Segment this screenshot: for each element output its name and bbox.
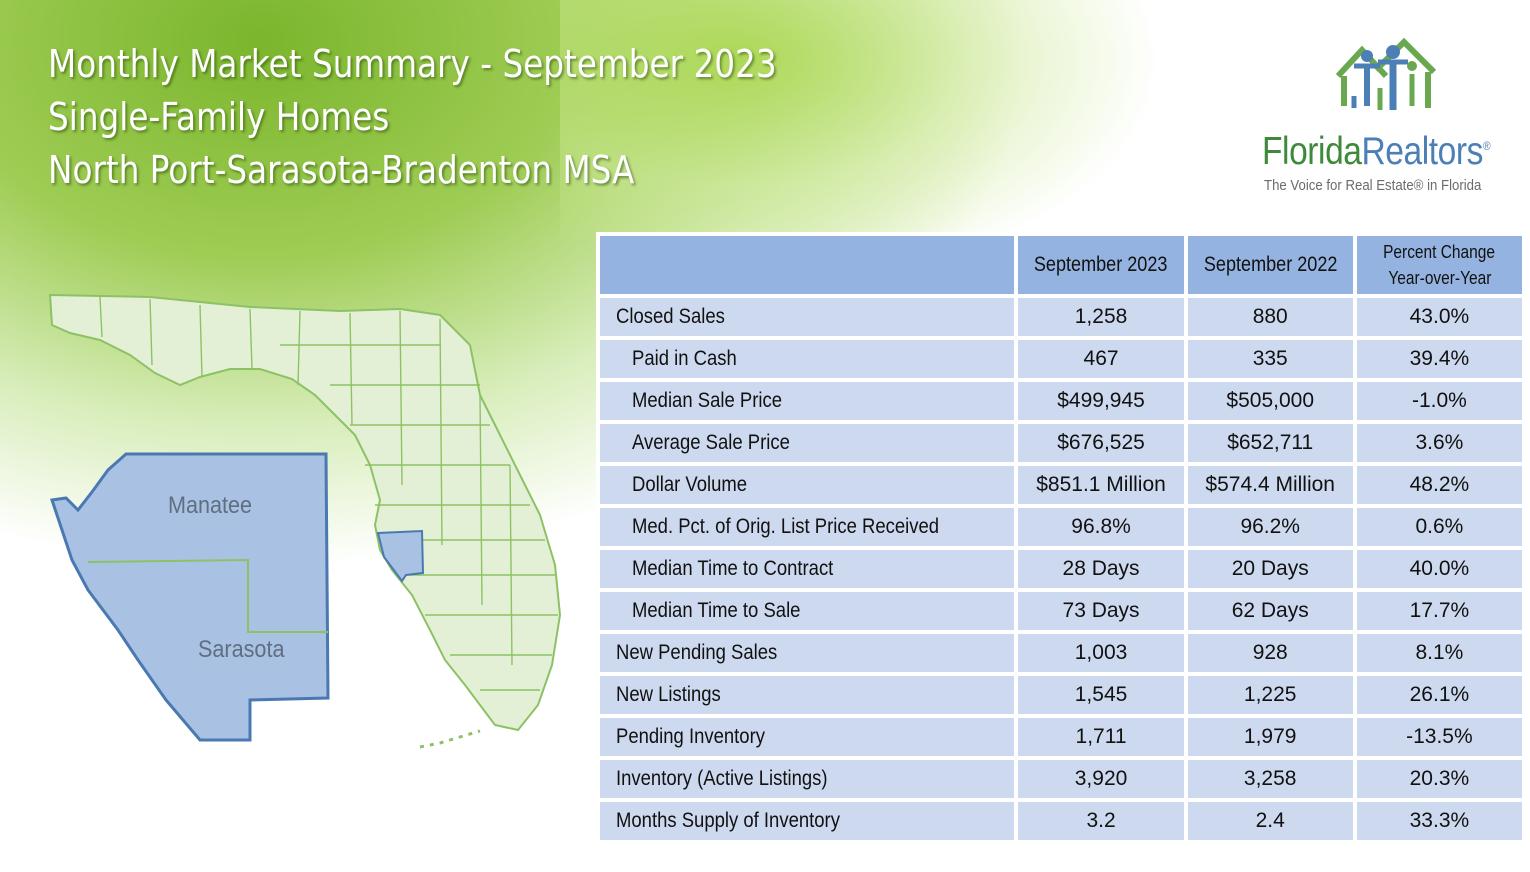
cell-sep-2023: $499,945 xyxy=(1018,382,1184,420)
column-header-sep-2023: September 2023 xyxy=(1018,236,1184,294)
florida-map xyxy=(40,285,580,770)
table-row: Average Sale Price $676,525 $652,711 3.6% xyxy=(600,424,1522,462)
table-row: Pending Inventory 1,711 1,979 -13.5% xyxy=(600,718,1522,756)
table-row: New Pending Sales 1,003 928 8.1% xyxy=(600,634,1522,672)
column-header-percent-change: Percent Change Year-over-Year xyxy=(1356,236,1522,294)
cell-sep-2023: 467 xyxy=(1018,340,1184,378)
msa-inset-map: Manatee Sarasota xyxy=(48,450,338,755)
cell-percent-change: 3.6% xyxy=(1356,424,1522,462)
table-row: Median Time to Contract 28 Days 20 Days 40.… xyxy=(600,550,1522,588)
cell-sep-2023: 96.8% xyxy=(1018,508,1184,546)
cell-sep-2022: 2.4 xyxy=(1187,802,1353,840)
florida-state-outline xyxy=(48,293,562,749)
cell-sep-2023: $676,525 xyxy=(1018,424,1184,462)
florida-realtors-logo: FloridaRealtors® The Voice for Real Esta… xyxy=(1258,36,1524,206)
table-row: Med. Pct. of Orig. List Price Received 96… xyxy=(600,508,1522,546)
page-title: Monthly Market Summary - September 2023 xyxy=(48,42,777,86)
cell-sep-2023: 1,545 xyxy=(1018,676,1184,714)
cell-sep-2023: 1,711 xyxy=(1018,718,1184,756)
county-label-sarasota: Sarasota xyxy=(198,636,285,663)
row-label: New Pending Sales xyxy=(600,634,1015,672)
cell-sep-2023: 28 Days xyxy=(1018,550,1184,588)
cell-sep-2022: $505,000 xyxy=(1187,382,1353,420)
cell-sep-2022: 3,258 xyxy=(1187,760,1353,798)
logo-name-part1: Florida xyxy=(1262,130,1362,173)
cell-sep-2022: 880 xyxy=(1187,298,1353,336)
cell-percent-change: 20.3% xyxy=(1356,760,1522,798)
cell-sep-2023: 3.2 xyxy=(1018,802,1184,840)
region-subtitle: North Port-Sarasota-Bradenton MSA xyxy=(48,148,635,192)
logo-tagline: The Voice for Real Estate® in Florida xyxy=(1264,177,1482,194)
cell-sep-2022: 335 xyxy=(1187,340,1353,378)
cell-sep-2022: 1,979 xyxy=(1187,718,1353,756)
table-row: Inventory (Active Listings) 3,920 3,258 20.… xyxy=(600,760,1522,798)
row-label: Median Time to Sale xyxy=(600,592,1015,630)
table-header-row: September 2023 September 2022 Percent Ch… xyxy=(600,236,1522,294)
logo-wordmark: FloridaRealtors® xyxy=(1262,130,1491,174)
cell-sep-2023: 1,003 xyxy=(1018,634,1184,672)
table-row: Paid in Cash 467 335 39.4% xyxy=(600,340,1522,378)
property-type-subtitle: Single-Family Homes xyxy=(48,95,390,139)
row-label: Med. Pct. of Orig. List Price Received xyxy=(600,508,1015,546)
table-row: Closed Sales 1,258 880 43.0% xyxy=(600,298,1522,336)
cell-sep-2022: 1,225 xyxy=(1187,676,1353,714)
cell-sep-2022: $652,711 xyxy=(1187,424,1353,462)
table-row: New Listings 1,545 1,225 26.1% xyxy=(600,676,1522,714)
table-row: Median Time to Sale 73 Days 62 Days 17.7% xyxy=(600,592,1522,630)
cell-sep-2023: 3,920 xyxy=(1018,760,1184,798)
cell-percent-change: 48.2% xyxy=(1356,466,1522,504)
table-row: Median Sale Price $499,945 $505,000 -1.0% xyxy=(600,382,1522,420)
background-gradient-accent xyxy=(560,0,1320,240)
row-label: Average Sale Price xyxy=(600,424,1015,462)
cell-sep-2022: $574.4 Million xyxy=(1187,466,1353,504)
cell-sep-2023: $851.1 Million xyxy=(1018,466,1184,504)
row-label: Pending Inventory xyxy=(600,718,1015,756)
row-label: New Listings xyxy=(600,676,1015,714)
header-blank-cell xyxy=(600,236,1015,294)
column-header-pct-line2: Year-over-Year xyxy=(1387,268,1491,288)
cell-percent-change: 8.1% xyxy=(1356,634,1522,672)
table-row: Dollar Volume $851.1 Million $574.4 Millio… xyxy=(600,466,1522,504)
row-label: Closed Sales xyxy=(600,298,1015,336)
row-label: Median Time to Contract xyxy=(600,550,1015,588)
row-label: Median Sale Price xyxy=(600,382,1015,420)
row-label: Dollar Volume xyxy=(600,466,1015,504)
county-label-manatee: Manatee xyxy=(168,492,253,519)
cell-sep-2022: 62 Days xyxy=(1187,592,1353,630)
cell-percent-change: 17.7% xyxy=(1356,592,1522,630)
table-body: Closed Sales 1,258 880 43.0% Paid in Cash 467… xyxy=(600,298,1522,840)
msa-counties-inset xyxy=(50,452,330,742)
cell-sep-2022: 96.2% xyxy=(1187,508,1353,546)
row-label: Months Supply of Inventory xyxy=(600,802,1015,840)
cell-sep-2023: 73 Days xyxy=(1018,592,1184,630)
houses-people-logo-icon xyxy=(1335,37,1437,110)
column-header-pct-line1: Percent Change xyxy=(1383,242,1496,262)
cell-sep-2023: 1,258 xyxy=(1018,298,1184,336)
cell-sep-2022: 20 Days xyxy=(1187,550,1353,588)
row-label: Inventory (Active Listings) xyxy=(600,760,1015,798)
cell-percent-change: 0.6% xyxy=(1356,508,1522,546)
cell-percent-change: -13.5% xyxy=(1356,718,1522,756)
cell-percent-change: 26.1% xyxy=(1356,676,1522,714)
cell-percent-change: -1.0% xyxy=(1356,382,1522,420)
cell-sep-2022: 928 xyxy=(1187,634,1353,672)
logo-name-part2: Realtors xyxy=(1361,130,1484,173)
cell-percent-change: 40.0% xyxy=(1356,550,1522,588)
title-block: Monthly Market Summary - September 2023 … xyxy=(48,38,895,197)
logo-registered-mark: ® xyxy=(1482,139,1491,153)
cell-percent-change: 39.4% xyxy=(1356,340,1522,378)
cell-percent-change: 43.0% xyxy=(1356,298,1522,336)
column-header-sep-2022: September 2022 xyxy=(1187,236,1353,294)
market-summary-table: September 2023 September 2022 Percent Ch… xyxy=(596,232,1526,844)
cell-percent-change: 33.3% xyxy=(1356,802,1522,840)
table-row: Months Supply of Inventory 3.2 2.4 33.3% xyxy=(600,802,1522,840)
row-label: Paid in Cash xyxy=(600,340,1015,378)
